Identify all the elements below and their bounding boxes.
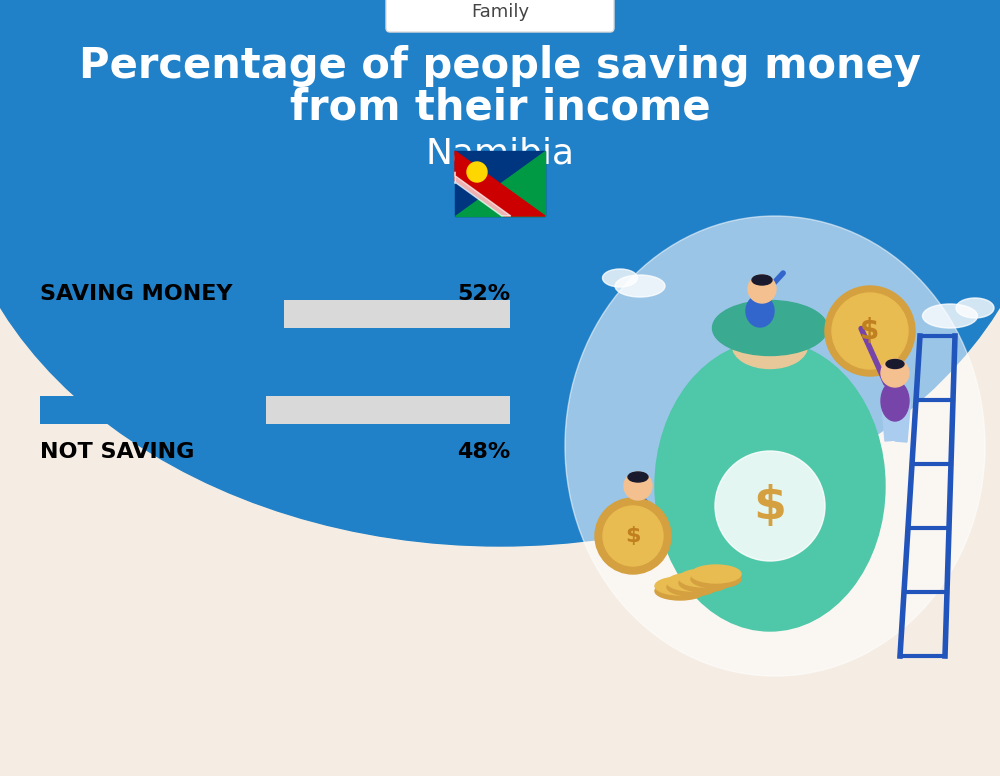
Ellipse shape <box>715 451 825 561</box>
Text: Family: Family <box>471 3 529 21</box>
Bar <box>882 400 897 441</box>
Ellipse shape <box>0 0 1000 546</box>
Circle shape <box>748 275 776 303</box>
Ellipse shape <box>655 341 885 631</box>
FancyBboxPatch shape <box>40 396 266 424</box>
Ellipse shape <box>679 569 729 587</box>
Polygon shape <box>455 171 511 216</box>
Polygon shape <box>455 151 545 216</box>
Circle shape <box>825 286 915 376</box>
Ellipse shape <box>667 578 717 596</box>
Circle shape <box>881 359 909 387</box>
Ellipse shape <box>732 324 808 369</box>
Ellipse shape <box>886 359 904 369</box>
Bar <box>455 151 545 216</box>
Ellipse shape <box>655 582 705 600</box>
Bar <box>895 401 910 442</box>
Ellipse shape <box>667 573 717 591</box>
Bar <box>640 518 652 556</box>
Text: SAVING MONEY: SAVING MONEY <box>40 284 232 304</box>
Ellipse shape <box>615 275 665 297</box>
Circle shape <box>832 293 908 369</box>
Ellipse shape <box>624 496 652 536</box>
Ellipse shape <box>752 275 772 285</box>
FancyBboxPatch shape <box>386 0 614 32</box>
Ellipse shape <box>956 298 994 318</box>
Ellipse shape <box>565 216 985 676</box>
Circle shape <box>624 472 652 500</box>
Ellipse shape <box>691 565 741 583</box>
FancyBboxPatch shape <box>40 396 510 424</box>
Circle shape <box>467 162 487 182</box>
Text: $: $ <box>860 317 880 345</box>
Text: 52%: 52% <box>457 284 510 304</box>
FancyBboxPatch shape <box>40 300 284 328</box>
Text: Percentage of people saving money: Percentage of people saving money <box>79 45 921 87</box>
Ellipse shape <box>679 574 729 592</box>
Ellipse shape <box>922 304 978 328</box>
Ellipse shape <box>712 300 828 355</box>
Ellipse shape <box>746 295 774 327</box>
Text: Namibia: Namibia <box>426 137 574 171</box>
Ellipse shape <box>602 269 638 287</box>
Bar <box>626 516 638 556</box>
Ellipse shape <box>628 472 648 482</box>
Ellipse shape <box>691 570 741 588</box>
Text: $: $ <box>625 526 641 546</box>
Polygon shape <box>455 151 545 216</box>
Ellipse shape <box>655 577 705 595</box>
Text: from their income: from their income <box>290 87 710 129</box>
Circle shape <box>595 498 671 574</box>
Circle shape <box>603 506 663 566</box>
Text: NOT SAVING: NOT SAVING <box>40 442 194 462</box>
Text: 48%: 48% <box>457 442 510 462</box>
FancyBboxPatch shape <box>40 300 510 328</box>
Text: $: $ <box>754 483 786 528</box>
Ellipse shape <box>881 381 909 421</box>
